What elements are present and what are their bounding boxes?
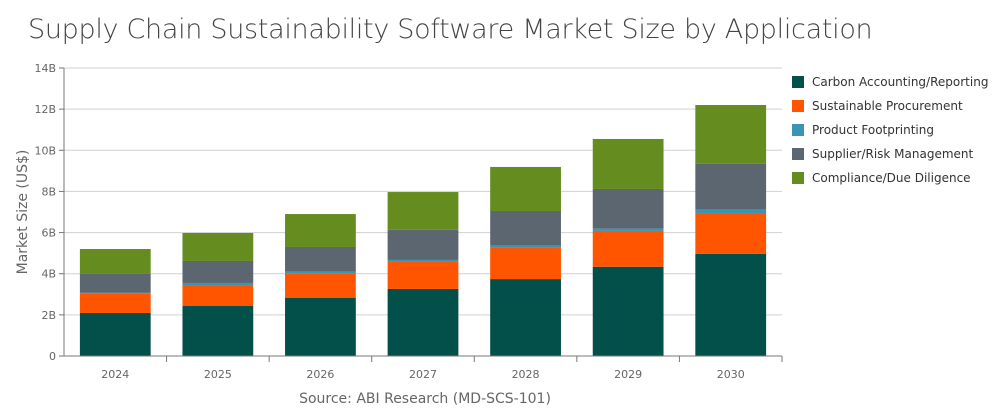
legend-item[interactable]: Sustainable Procurement [792,94,988,118]
bar-segment [695,209,767,214]
y-tick-label: 4B [41,268,56,281]
bar-segment [285,297,356,356]
y-tick-label: 12B [34,103,56,116]
bar-segment [182,260,254,283]
bar-segment [182,232,254,261]
bar-segment [490,247,561,280]
x-tick-label: 2027 [409,368,437,381]
legend: Carbon Accounting/Reporting Sustainable P… [792,70,988,190]
legend-swatch [792,124,804,136]
bar-segment [285,273,356,298]
bar-segment [79,293,151,314]
bar-segment [387,261,459,289]
y-axis-label: Market Size (US$) [15,150,31,275]
bar-segment [285,246,356,272]
y-tick-label: 0 [49,350,56,363]
legend-label: Supplier/Risk Management [812,147,974,161]
bar-segment [490,210,561,246]
bar-segment [387,288,459,356]
bar-segment [695,163,767,210]
y-tick-label: 10B [34,144,56,157]
x-tick-label: 2029 [614,368,642,381]
bar-segment [592,138,664,189]
bar-segment [592,228,664,231]
bar-segment [182,306,254,356]
bar-segment [490,166,561,211]
bar-segment [695,253,767,356]
legend-label: Compliance/Due Diligence [812,171,971,185]
bar-segment [79,313,151,356]
x-tick-label: 2028 [512,368,540,381]
bar-segment [285,214,356,247]
bar-segment [387,259,459,262]
bar-segment [285,271,356,274]
legend-item[interactable]: Compliance/Due Diligence [792,166,988,190]
bar-segment [490,245,561,248]
bar-segment [592,188,664,229]
y-tick-label: 6B [41,227,56,240]
legend-swatch [792,100,804,112]
x-tick-label: 2026 [306,368,334,381]
legend-label: Carbon Accounting/Reporting [812,75,989,89]
y-tick-label: 8B [41,185,56,198]
legend-label: Product Footprinting [812,123,934,137]
legend-item[interactable]: Carbon Accounting/Reporting [792,70,988,94]
bar-segment [79,249,151,274]
y-tick-label: 14B [34,62,56,75]
bar-segment [387,229,459,260]
legend-label: Sustainable Procurement [812,99,963,113]
chart-source: Source: ABI Research (MD-SCS-101) [299,391,551,407]
y-tick-label: 2B [41,309,56,322]
legend-item[interactable]: Supplier/Risk Management [792,142,988,166]
chart-title: Supply Chain Sustainability Software Mar… [28,14,873,45]
bar-segment [79,292,151,294]
legend-swatch [792,172,804,184]
bar-segment [695,213,767,254]
bar-segment [695,105,767,164]
legend-item[interactable]: Product Footprinting [792,118,988,142]
legend-swatch [792,76,804,88]
bar-segment [592,230,664,267]
bar-segment [182,282,254,286]
bar-segment [182,285,254,307]
bar-segment [592,266,664,356]
bar-segment [490,279,561,356]
bar-segment [387,192,459,230]
bar-segment [79,273,151,293]
x-tick-label: 2030 [717,368,745,381]
x-tick-label: 2025 [204,368,232,381]
legend-swatch [792,148,804,160]
x-tick-label: 2024 [101,368,129,381]
